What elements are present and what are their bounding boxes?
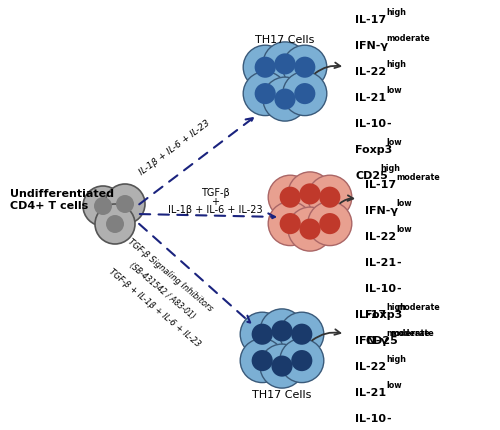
Circle shape <box>263 78 307 122</box>
Text: high: high <box>380 164 400 173</box>
Circle shape <box>240 339 284 383</box>
Circle shape <box>280 187 301 208</box>
Text: IL-10: IL-10 <box>365 283 396 293</box>
Circle shape <box>105 184 145 224</box>
Text: IL-21: IL-21 <box>365 258 396 267</box>
Text: -: - <box>386 413 390 423</box>
Text: Foxp3: Foxp3 <box>355 144 392 155</box>
Circle shape <box>272 321 292 342</box>
Circle shape <box>83 187 123 227</box>
Circle shape <box>268 202 312 246</box>
Text: moderate: moderate <box>396 303 440 311</box>
Text: low: low <box>396 199 411 208</box>
Circle shape <box>288 208 332 252</box>
Circle shape <box>283 72 327 117</box>
Circle shape <box>106 215 124 233</box>
Circle shape <box>294 84 316 105</box>
Circle shape <box>291 350 312 371</box>
Circle shape <box>308 202 352 246</box>
Circle shape <box>94 197 112 215</box>
Circle shape <box>319 214 340 235</box>
Text: IL-17: IL-17 <box>355 309 386 319</box>
Text: CD25: CD25 <box>365 335 398 345</box>
Text: low: low <box>396 225 411 233</box>
Circle shape <box>252 350 273 371</box>
Text: low: low <box>386 381 402 389</box>
Text: Foxp3: Foxp3 <box>365 309 402 319</box>
Circle shape <box>254 58 276 79</box>
Circle shape <box>280 313 324 356</box>
Text: IL-10: IL-10 <box>355 119 386 129</box>
Text: high: high <box>386 354 406 363</box>
Text: IL-21: IL-21 <box>355 93 386 103</box>
Circle shape <box>272 356 292 377</box>
Text: moderate: moderate <box>390 329 434 338</box>
Circle shape <box>280 339 324 383</box>
Circle shape <box>243 72 287 117</box>
Circle shape <box>300 219 320 240</box>
Text: low: low <box>386 86 402 95</box>
Circle shape <box>260 309 304 353</box>
Text: high: high <box>386 303 406 311</box>
Circle shape <box>274 89 295 111</box>
Text: high: high <box>386 8 406 17</box>
Text: IL-17: IL-17 <box>355 15 386 25</box>
Text: low: low <box>386 138 402 147</box>
Text: +: + <box>211 197 219 206</box>
Text: (SB-431542 / A83-01): (SB-431542 / A83-01) <box>128 260 196 320</box>
Text: IL-1β + IL-6 + IL-23: IL-1β + IL-6 + IL-23 <box>138 119 212 177</box>
Circle shape <box>240 313 284 356</box>
Text: IFN-γ: IFN-γ <box>365 206 398 215</box>
Text: -: - <box>386 119 390 129</box>
Circle shape <box>268 176 312 220</box>
Text: moderate: moderate <box>386 329 430 338</box>
Circle shape <box>95 205 135 244</box>
Text: IL-17: IL-17 <box>365 180 396 190</box>
Text: IL-21: IL-21 <box>355 387 386 397</box>
Text: TGF-β Signaling Inhibitors: TGF-β Signaling Inhibitors <box>126 237 214 312</box>
Text: IL-22: IL-22 <box>355 67 386 77</box>
Circle shape <box>300 184 320 205</box>
Circle shape <box>280 214 301 235</box>
Text: moderate: moderate <box>396 173 440 182</box>
Text: IL-22: IL-22 <box>355 361 386 371</box>
Circle shape <box>252 324 273 345</box>
Circle shape <box>274 54 295 75</box>
Text: high: high <box>386 60 406 69</box>
Circle shape <box>263 43 307 87</box>
Circle shape <box>291 324 312 345</box>
Circle shape <box>260 344 304 388</box>
Circle shape <box>288 172 332 216</box>
Text: TH17 Cells: TH17 Cells <box>252 389 312 399</box>
Circle shape <box>243 46 287 90</box>
Circle shape <box>319 187 340 208</box>
Text: TGF-β + IL-1β + IL-6 + IL-23: TGF-β + IL-1β + IL-6 + IL-23 <box>108 267 202 348</box>
Text: IL-10: IL-10 <box>355 413 386 423</box>
Text: TGF-β: TGF-β <box>200 187 230 197</box>
Circle shape <box>116 196 134 214</box>
Circle shape <box>283 46 327 90</box>
Text: IL-1β + IL-6 + IL-23: IL-1β + IL-6 + IL-23 <box>168 205 262 215</box>
Text: Undifferentiated
CD4+ T cells: Undifferentiated CD4+ T cells <box>10 189 114 210</box>
Circle shape <box>254 84 276 105</box>
Text: -: - <box>396 258 400 267</box>
Text: IFN-γ: IFN-γ <box>355 335 388 345</box>
Text: TH17 Cells: TH17 Cells <box>256 35 314 45</box>
Circle shape <box>308 176 352 220</box>
Text: CD25: CD25 <box>355 171 388 181</box>
Circle shape <box>294 58 316 79</box>
Text: IL-22: IL-22 <box>365 231 396 241</box>
Text: IFN-γ: IFN-γ <box>355 41 388 51</box>
Text: -: - <box>396 283 400 293</box>
Text: moderate: moderate <box>386 34 430 43</box>
